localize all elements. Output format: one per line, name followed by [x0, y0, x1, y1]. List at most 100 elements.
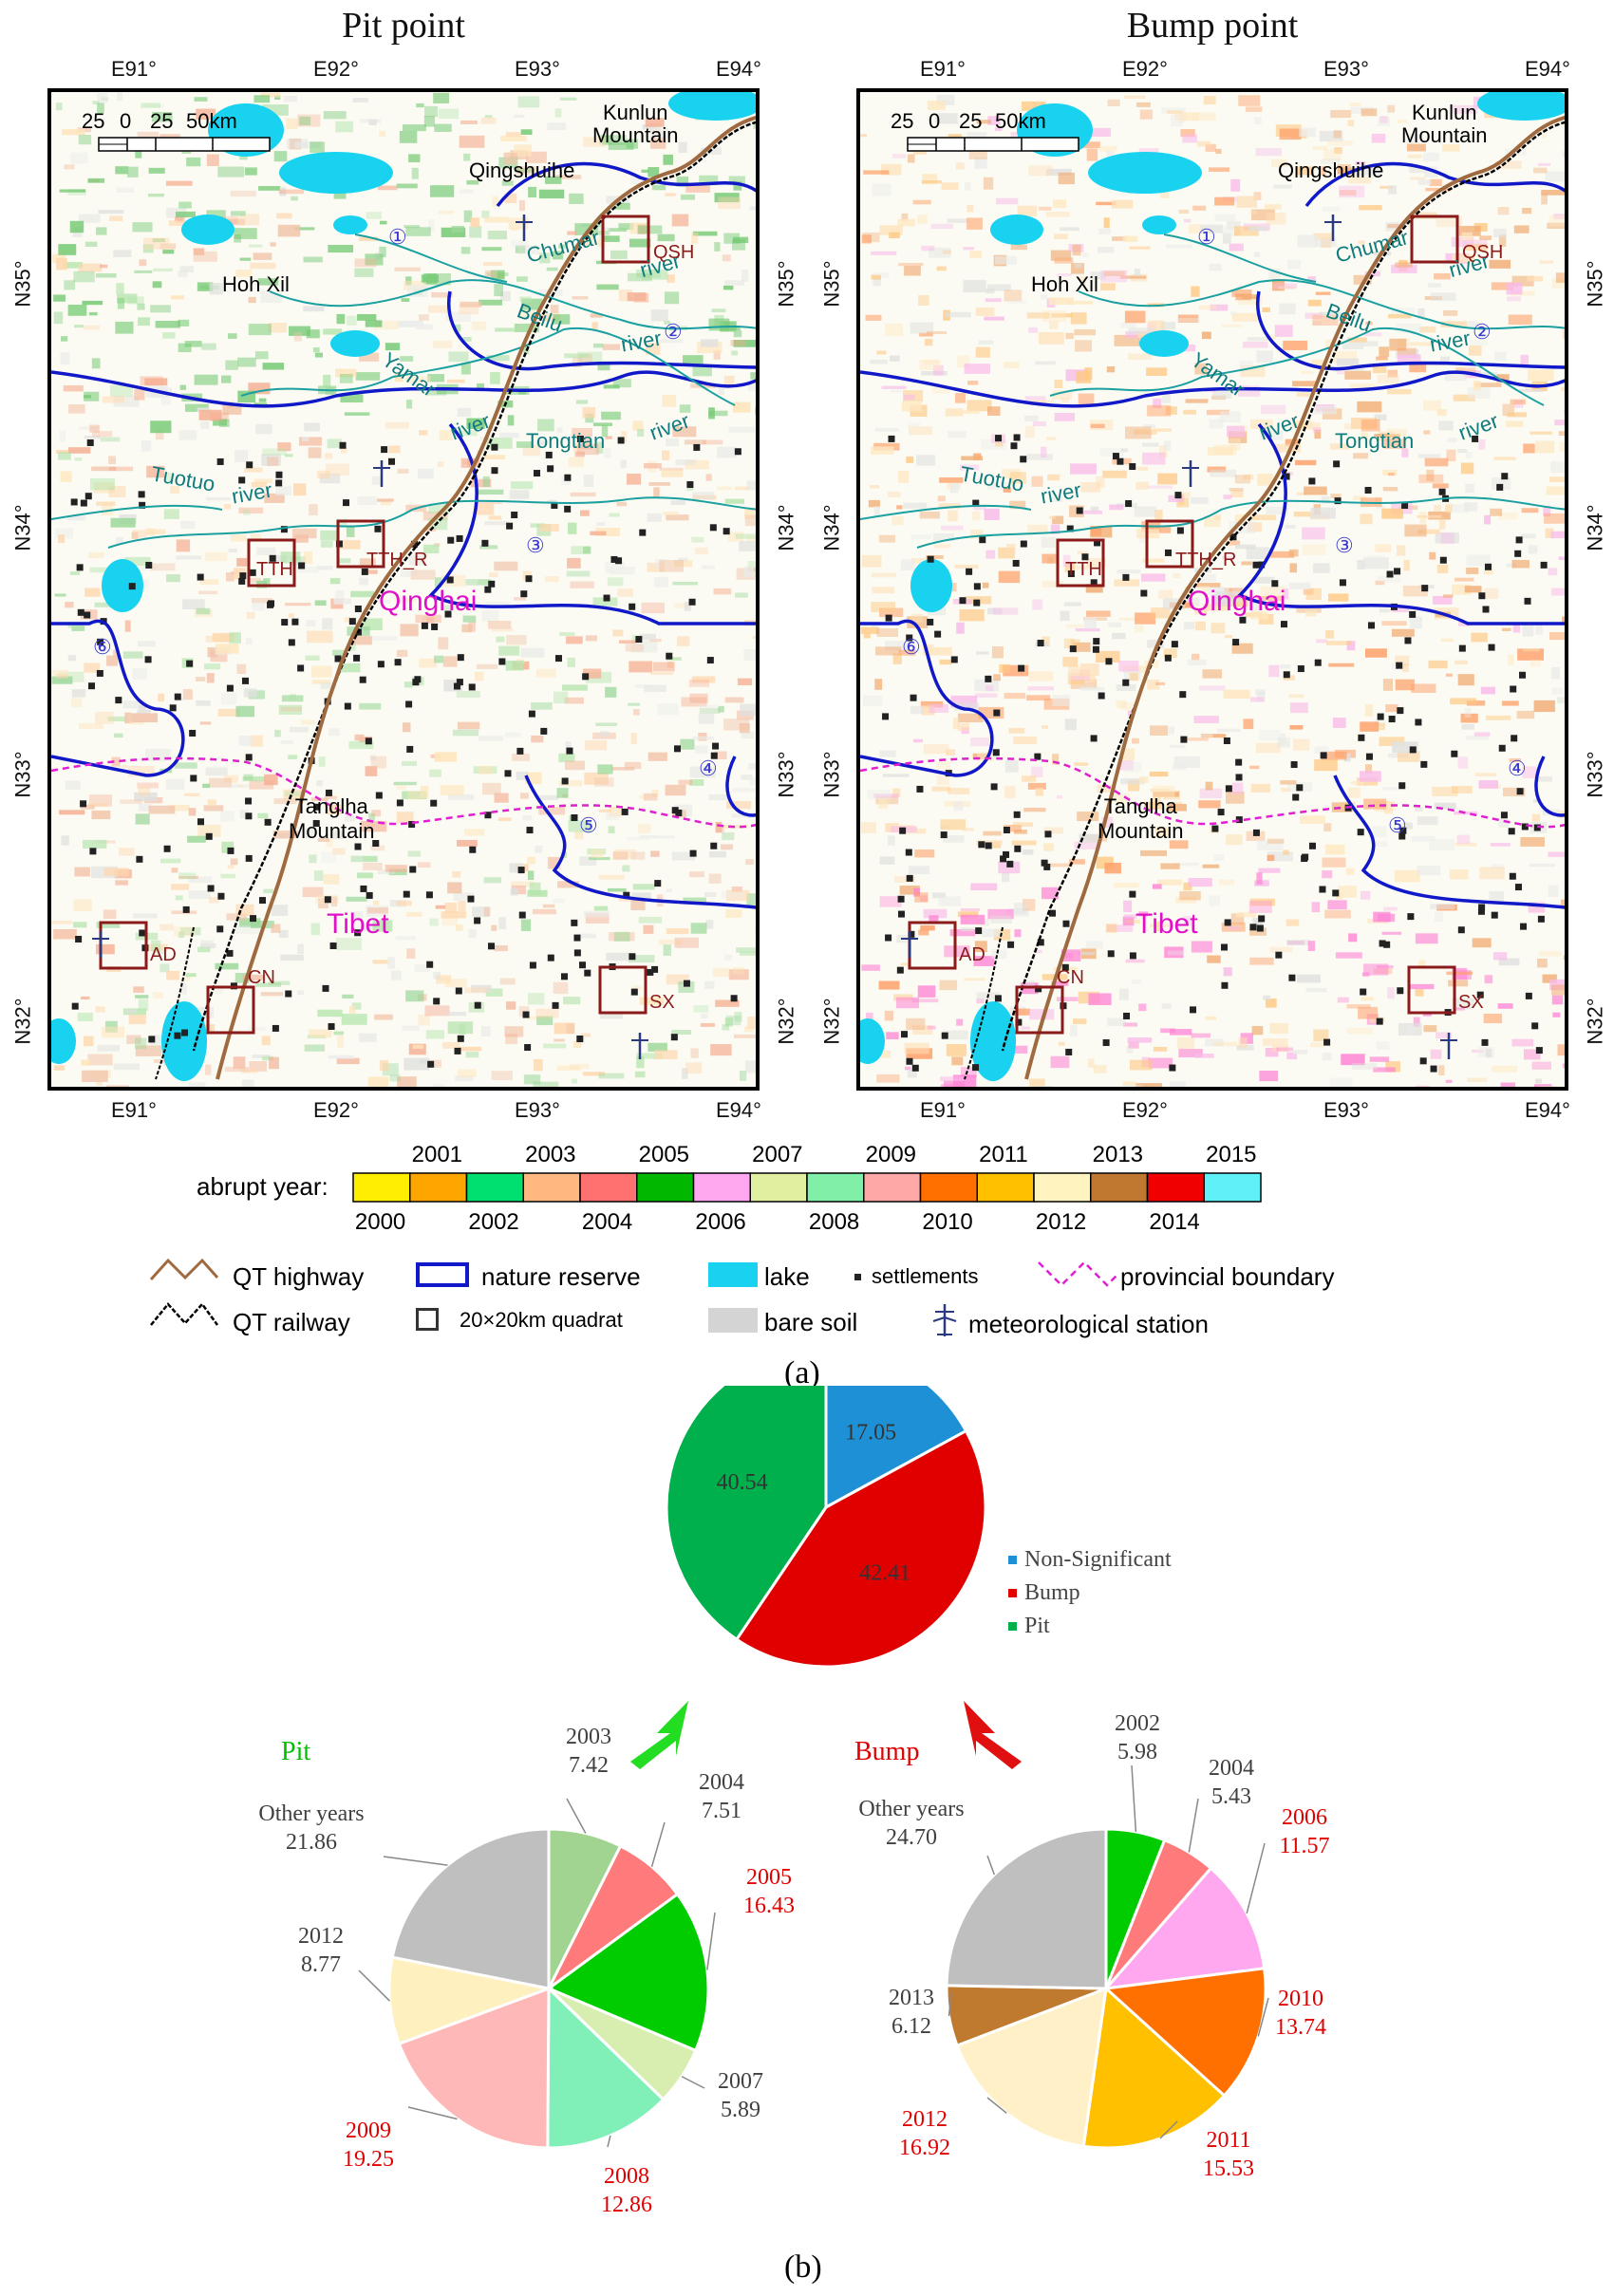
quadrat-box — [206, 985, 255, 1035]
lake — [222, 107, 279, 134]
lake — [181, 215, 235, 245]
pie-slice — [545, 1892, 710, 2053]
pie-label-category: 2003 — [566, 1725, 611, 1749]
top-lon-tick: E93° — [1323, 57, 1369, 81]
quadrat-label: CN — [1057, 967, 1084, 988]
top-lon-tick: E91° — [111, 57, 157, 81]
pie-leader-line — [706, 1912, 716, 1970]
pie-label-category: 2004 — [699, 1770, 744, 1795]
settlements-layer — [882, 434, 1548, 1073]
pie-label-category: 2004 — [1209, 1756, 1254, 1781]
quadrat-label: QSH — [653, 242, 695, 263]
reserve-number: ① — [1197, 225, 1216, 249]
pie-label-value: 5.43 — [1211, 1784, 1251, 1809]
abrupt-year-tick: 2007 — [752, 1142, 803, 1167]
legend-station: meteorological station — [968, 1310, 1209, 1338]
lake — [970, 1001, 1016, 1081]
pie-label-category: 2010 — [1278, 1987, 1323, 2011]
top-lon-tick: E94° — [1525, 57, 1570, 81]
river — [1163, 233, 1317, 283]
place-qinghai: Qinghai — [1188, 586, 1286, 617]
nature-reserve-boundary — [51, 370, 756, 408]
quadrat-label: QSH — [1462, 242, 1504, 263]
reserve-number: ③ — [526, 533, 545, 557]
legend-label: Bump — [1024, 1580, 1080, 1605]
abrupt-year-tick: 2008 — [808, 1209, 860, 1235]
place-qingshuihe: Qingshuihe — [469, 159, 575, 182]
pie-leader-line — [358, 1969, 391, 2002]
bottom-lon-tick: E92° — [313, 1098, 359, 1122]
pie-label-category: Other years — [258, 1801, 364, 1826]
place-qinghai: Qinghai — [379, 586, 478, 617]
quadrat-box — [1015, 985, 1064, 1035]
river-label: Tongtian — [1335, 429, 1415, 453]
pie-label-value: 8.77 — [301, 1952, 341, 1977]
reserve-number: ③ — [1335, 533, 1354, 557]
lake — [330, 330, 380, 357]
river — [1049, 327, 1545, 406]
pie-slice-value: 42.41 — [859, 1560, 910, 1585]
river — [354, 233, 508, 283]
colorbar-cell — [465, 1172, 524, 1203]
colorbar-cell — [863, 1172, 922, 1203]
legend-boundary: provincial boundary — [1120, 1262, 1335, 1291]
pie-leader-line — [566, 1798, 587, 1834]
top-lon-tick: E91° — [920, 57, 966, 81]
place-qingshuihe: Qingshuihe — [1278, 159, 1384, 182]
quadrat-box — [1407, 965, 1456, 1015]
legend-label: Non-Significant — [1024, 1547, 1172, 1572]
highway-railway-symbols — [149, 1258, 219, 1326]
pie-label-category: 2002 — [1115, 1711, 1160, 1736]
abrupt-year-tick: 2013 — [1092, 1142, 1144, 1167]
pie-label-value: 5.89 — [721, 2098, 760, 2122]
bottom-lon-tick: E93° — [515, 1098, 560, 1122]
reserve-number: ② — [664, 320, 683, 344]
legend-highway: QT highway — [233, 1262, 365, 1291]
scale-label: 25 — [891, 109, 914, 133]
lake — [1477, 92, 1565, 121]
pie-slice — [734, 1428, 987, 1669]
abrupt-year-tick: 2010 — [922, 1209, 973, 1235]
colorbar-cell — [692, 1172, 751, 1203]
right-lat-tick: N32° — [774, 998, 798, 1045]
colorbar-cell — [1090, 1172, 1149, 1203]
colorbar-cell — [976, 1172, 1035, 1203]
pie-label-category: Other years — [858, 1797, 964, 1821]
qt-highway — [216, 116, 756, 1080]
pie-label-value: 21.86 — [286, 1830, 337, 1855]
nature-reserve-boundary — [1237, 422, 1565, 625]
place-tanglha: Tanglha Mountain — [289, 794, 375, 843]
abrupt-year-colorbar — [352, 1172, 1262, 1203]
river — [269, 279, 756, 330]
legend-settlements: settlements — [872, 1264, 979, 1288]
right-lat-tick: N32° — [1583, 998, 1607, 1045]
pit-title: Pit — [281, 1737, 311, 1766]
lake — [51, 1018, 76, 1064]
pie-label-category: 2006 — [1282, 1805, 1327, 1830]
pie-label-value: 19.25 — [343, 2147, 394, 2172]
pie-leader-line — [383, 1856, 448, 1866]
top-lon-tick: E92° — [313, 57, 359, 81]
abrupt-year-tick: 2006 — [695, 1209, 746, 1235]
legend-railway: QT railway — [233, 1308, 350, 1336]
colorbar-cell — [636, 1172, 695, 1203]
bottom-lon-tick: E94° — [716, 1098, 761, 1122]
legend-baresoil: bare soil — [764, 1308, 858, 1336]
pie-slice — [1081, 1985, 1227, 2150]
nature-reserve-boundary — [447, 290, 756, 371]
bottom-lon-tick: E94° — [1525, 1098, 1570, 1122]
abrupt-year-tick: 2014 — [1149, 1209, 1200, 1235]
bottom-lon-tick: E91° — [920, 1098, 966, 1122]
quadrat-label: AD — [959, 944, 985, 965]
pie-label-value: 6.12 — [891, 2014, 931, 2039]
lake — [910, 559, 952, 612]
legend-lake: lake — [764, 1262, 810, 1291]
right-lat-tick: N35° — [774, 260, 798, 308]
quadrat-label: CN — [248, 967, 275, 988]
reserve-number: ⑥ — [902, 635, 921, 659]
settlement-swatch — [854, 1274, 861, 1280]
reserve-number: ④ — [1508, 756, 1527, 780]
quadrat-label: SX — [1458, 992, 1484, 1013]
right-lat-tick: N34° — [774, 504, 798, 551]
right-lat-tick: N33° — [774, 751, 798, 798]
